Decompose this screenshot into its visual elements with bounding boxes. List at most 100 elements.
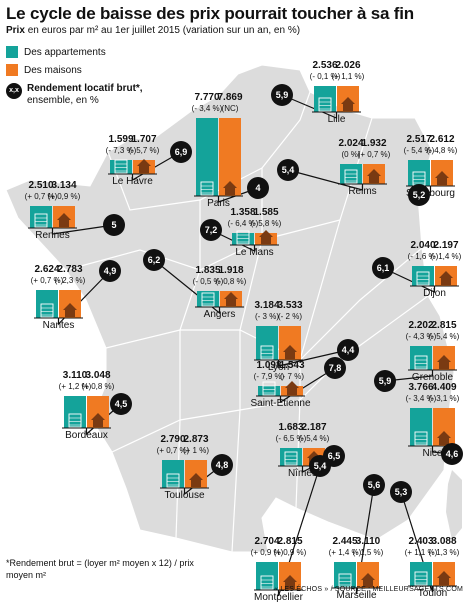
maison-price: 3.088 xyxy=(431,536,457,547)
maison-variation: (- 5,8 %) xyxy=(250,219,282,228)
city-name-lyon: Lyon xyxy=(267,362,290,373)
apartment-building-icon xyxy=(414,431,428,446)
connector-toulon xyxy=(400,491,434,593)
maison-price: 2.197 xyxy=(433,240,459,251)
city-bars-grenoble xyxy=(408,346,457,371)
yield-bubble-marseille: 5,6 xyxy=(363,474,385,496)
appartement-variation: (- 0,5 %) xyxy=(192,277,224,286)
appartement-price: 2.040 xyxy=(410,240,436,251)
city-name-lille: Lille xyxy=(327,114,346,125)
apartment-building-icon xyxy=(338,573,352,588)
city-name-rennes: Rennes xyxy=(35,230,70,241)
city-bars-angers xyxy=(195,291,244,308)
city-bars-montpellier xyxy=(254,562,303,591)
maison-variation: (- 5,7 %) xyxy=(128,146,160,155)
legend-maisons: Des maisons xyxy=(6,64,82,76)
appartement-bar xyxy=(256,326,278,360)
appartement-bar xyxy=(334,562,356,588)
house-icon xyxy=(91,413,105,427)
appartement-variation: (- 7,3 %) xyxy=(105,146,137,155)
maison-price: 2.187 xyxy=(301,422,327,433)
maison-variation: (- 1,5 %) xyxy=(352,548,384,557)
connector-lyon xyxy=(277,349,349,367)
apartment-building-icon xyxy=(166,473,180,488)
maison-price: 1.932 xyxy=(361,138,387,149)
apartment-building-icon xyxy=(34,213,48,228)
maison-variation: (- 7 %) xyxy=(280,372,304,381)
city-bars-marseille xyxy=(332,562,381,589)
house-icon xyxy=(57,213,71,227)
house-icon xyxy=(367,169,381,183)
appartement-variation: (- 4,3 %) xyxy=(405,332,437,341)
city-bars-reims xyxy=(338,164,387,185)
apartment-building-icon xyxy=(260,345,274,360)
appartement-variation: (- 6,4 %) xyxy=(227,219,259,228)
city-bars-le-havre xyxy=(108,159,157,175)
appartement-price: 2.024 xyxy=(338,138,364,149)
appartement-bar xyxy=(314,86,336,112)
yield-bubble-le-mans: 7,2 xyxy=(200,219,222,241)
yield-bubble-reims: 5,4 xyxy=(277,159,299,181)
yield-bubble-lyon: 4,4 xyxy=(337,339,359,361)
city-name-dijon: Dijon xyxy=(423,288,446,299)
yield-bubble-strasbourg: 5,2 xyxy=(408,184,430,206)
city-bars-bordeaux xyxy=(62,396,111,429)
maison-variation: (- 0,8 %) xyxy=(215,277,247,286)
maison-price: 2.612 xyxy=(429,134,455,145)
appartement-price: 1.358 xyxy=(230,207,256,218)
city-bars-lille xyxy=(312,86,361,113)
appartement-variation: (- 7,9 %) xyxy=(253,372,285,381)
yield-bubble-lille: 5,9 xyxy=(271,84,293,106)
appartement-bar xyxy=(110,160,132,174)
city-name-reims: Reims xyxy=(348,186,377,197)
legend-yield: x,x Rendement locatif brut*, ensemble, en… xyxy=(6,83,143,107)
appartement-variation: (0 %) xyxy=(341,150,361,159)
house-icon xyxy=(341,97,355,111)
appartement-variation: (+ 0,7 %) xyxy=(30,276,64,285)
appartement-variation: (- 1,6 %) xyxy=(407,252,439,261)
apartment-building-icon xyxy=(414,355,428,370)
maison-price: 3.134 xyxy=(51,180,77,191)
city-bars-rennes xyxy=(28,206,77,229)
yield-bubble-nantes: 4,9 xyxy=(99,260,121,282)
source-credit: « LES ÉCHOS » / SOURCE : MEILLEURSAGENTS… xyxy=(274,586,463,593)
apartment-building-icon xyxy=(201,292,215,307)
appartement-bar xyxy=(197,291,219,307)
house-icon xyxy=(224,292,238,306)
apartment-building-icon xyxy=(416,271,430,286)
house-icon xyxy=(437,431,451,445)
maison-variation: (- 1,4 %) xyxy=(430,252,462,261)
appartement-variation: (+ 0,7 %) xyxy=(156,446,190,455)
connector-angers xyxy=(153,259,221,315)
yield-bubble-le-havre: 6,9 xyxy=(170,141,192,163)
appartement-bar xyxy=(408,160,430,186)
appartement-price: 2.445 xyxy=(332,536,358,547)
appartement-bar xyxy=(30,206,52,228)
appartement-price: 2.517 xyxy=(406,134,432,145)
maison-price: 2.026 xyxy=(335,60,361,71)
appartement-price: 1.835 xyxy=(195,265,221,276)
city-bars-saint-etienne xyxy=(256,381,305,397)
connector-lille xyxy=(281,94,338,119)
connector-le-havre xyxy=(131,151,182,182)
yield-bubble-toulon: 5,3 xyxy=(390,481,412,503)
maison-price: 2.815 xyxy=(431,320,457,331)
house-icon xyxy=(223,181,237,195)
apartment-building-icon xyxy=(236,230,250,245)
appartement-variation: (- 3 %) xyxy=(255,312,279,321)
city-bars-le-mans xyxy=(230,230,279,246)
yield-bubble-toulouse: 4,8 xyxy=(211,454,233,476)
maison-variation: (- 3,1 %) xyxy=(428,394,460,403)
maison-variation: (- 5,4 %) xyxy=(428,332,460,341)
maison-price: 1.918 xyxy=(218,265,244,276)
maison-price: 3.110 xyxy=(355,536,381,547)
yield-bubble-icon: x,x xyxy=(6,83,22,99)
apartment-building-icon xyxy=(318,97,332,112)
apartment-building-icon xyxy=(284,451,298,466)
appartement-bar xyxy=(410,562,432,586)
city-name-nantes: Nantes xyxy=(42,320,75,331)
connector-bordeaux xyxy=(85,403,122,436)
maison-variation: (+ 0,9 %) xyxy=(273,548,307,557)
city-name-nice: Nice xyxy=(422,448,443,459)
connector-le-mans xyxy=(210,229,256,252)
